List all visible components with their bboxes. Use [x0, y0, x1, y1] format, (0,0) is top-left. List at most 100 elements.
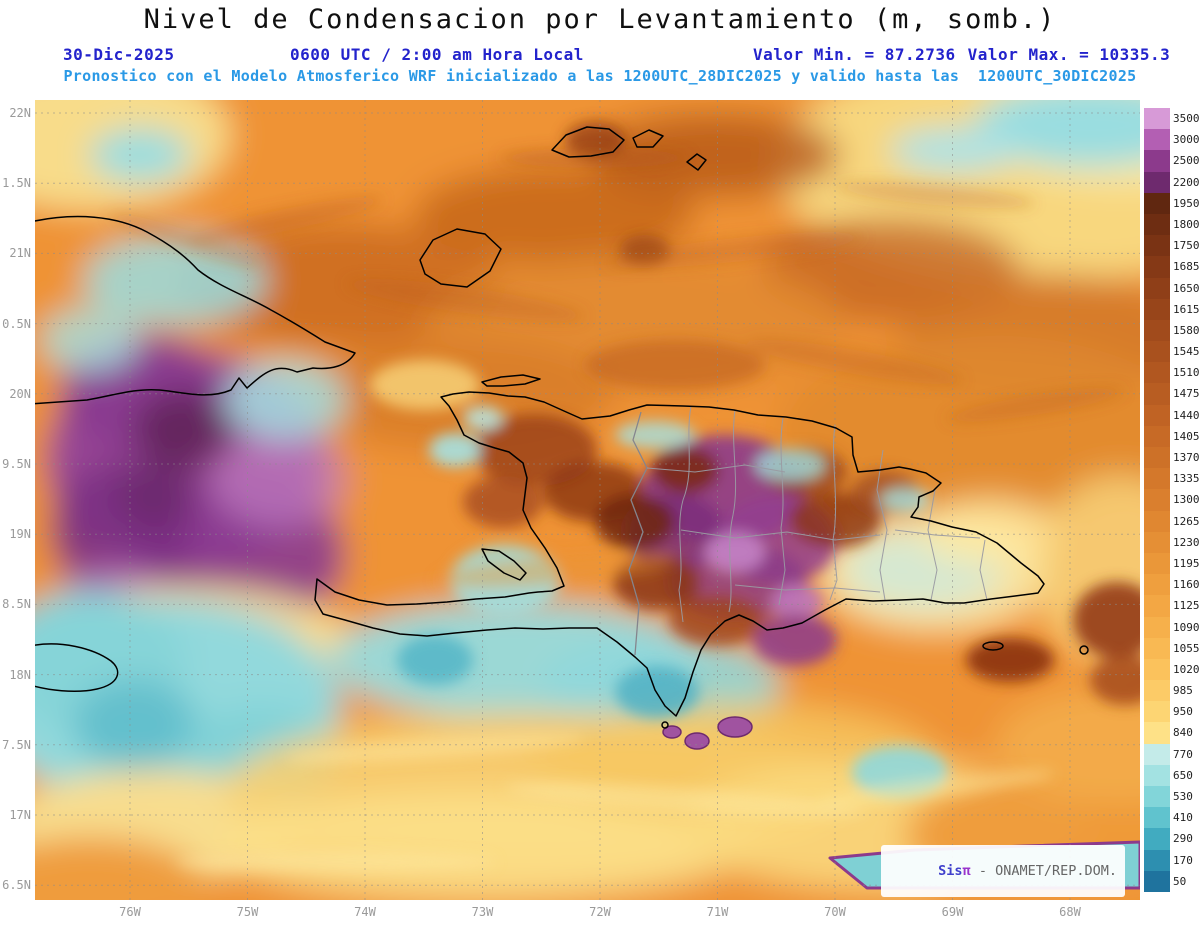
colorbar-tick-label: 1370	[1173, 451, 1200, 464]
colorbar-row: 1055	[1144, 637, 1200, 659]
colorbar-swatch	[1144, 256, 1170, 278]
purple-spot	[717, 716, 753, 738]
colorbar-tick-label: 1230	[1173, 535, 1200, 549]
cuba-coastline	[29, 215, 356, 405]
colorbar-tick-label: 1055	[1173, 641, 1200, 655]
colorbar-swatch	[1144, 637, 1170, 659]
tortuga-island	[481, 374, 541, 387]
page-title: Nivel de Condensacion por Levantamiento …	[143, 4, 1057, 35]
lon-tick-label: 75W	[236, 905, 259, 919]
map-area: Sisπ - ONAMET/REP.DOM.	[29, 100, 1140, 900]
value-max-label: Valor Max. = 10335.3	[967, 45, 1171, 64]
colorbar-tick-label: 3000	[1173, 133, 1200, 147]
colorbar-tick-label: 2500	[1173, 154, 1200, 168]
colorbar-tick-label: 650	[1173, 768, 1193, 782]
colorbar-swatch	[1144, 150, 1170, 172]
colorbar-swatch	[1144, 277, 1170, 299]
colorbar-swatch	[1144, 531, 1170, 553]
colorbar-tick-label: 530	[1173, 790, 1193, 803]
colorbar-row: 1370	[1144, 447, 1200, 469]
lat-tick-label: 19N	[9, 527, 31, 542]
valid-date: 30-Dic-2025	[63, 45, 175, 64]
colorbar-swatch	[1144, 489, 1170, 511]
colorbar-tick-label: 1615	[1173, 302, 1200, 316]
colorbar-tick-label: 1195	[1173, 556, 1200, 570]
coastlines	[29, 126, 1089, 729]
lon-tick-label: 76W	[119, 905, 141, 919]
lon-tick-label: 71W	[706, 905, 729, 919]
colorbar-swatch	[1144, 786, 1170, 808]
watermark: Sisπ - ONAMET/REP.DOM.	[881, 845, 1125, 897]
colorbar-row: 1195	[1144, 552, 1200, 575]
colorbar-row: 650	[1144, 764, 1200, 786]
watermark-brand-sis: Sis	[938, 863, 963, 879]
colorbar-swatch	[1144, 764, 1170, 786]
colorbar-tick-label: 410	[1173, 811, 1193, 825]
colorbar-row: 530	[1144, 786, 1200, 808]
lon-tick-label: 68W	[1059, 905, 1081, 919]
caicos-islands	[632, 129, 664, 148]
colorbar-row: 770	[1144, 743, 1200, 765]
colorbar-tick-label: 1750	[1173, 239, 1200, 253]
colorbar-row: 410	[1144, 807, 1200, 829]
colorbar-row: 1950	[1144, 192, 1200, 214]
turks-islands	[686, 153, 707, 171]
lat-tick-label: 21N	[9, 246, 31, 261]
header-datetime-line: 30-Dic-2025 0600 UTC / 2:00 am Hora Loca…	[0, 45, 1200, 65]
mona-island	[1079, 645, 1089, 655]
colorbar-row: 1125	[1144, 595, 1200, 617]
colorbar-row: 2200	[1144, 171, 1200, 193]
lat-tick-label: 20N	[9, 386, 31, 401]
colorbar-row: 1580	[1144, 319, 1200, 342]
colorbar-tick-label: 840	[1173, 726, 1193, 740]
colorbar-swatch	[1144, 383, 1170, 405]
colorbar-row: 3000	[1144, 129, 1200, 151]
lon-tick-label: 69W	[941, 905, 964, 919]
colorbar-swatch	[1144, 743, 1170, 765]
colorbar-tick-label: 950	[1173, 705, 1193, 719]
lon-tick-label: 72W	[589, 905, 611, 919]
beata-island	[661, 721, 669, 729]
colorbar-row: 840	[1144, 722, 1200, 744]
colorbar-swatch	[1144, 298, 1170, 320]
colorbar-tick-label: 985	[1173, 684, 1193, 698]
model-info-line: Pronostico con el Modelo Atmosferico WRF…	[63, 67, 1137, 85]
colorbar-tick-label: 770	[1173, 747, 1193, 761]
colorbar-row: 1800	[1144, 213, 1200, 236]
colorbar-row: 1615	[1144, 298, 1200, 320]
lat-tick-label: 1.5N	[2, 176, 31, 191]
lat-tick-label: 8.5N	[2, 597, 31, 612]
gonave-island	[481, 548, 527, 581]
colorbar-row: 1545	[1144, 341, 1200, 363]
colorbar-swatch	[1144, 404, 1170, 426]
colorbar-swatch	[1144, 552, 1170, 575]
colorbar-legend: 3500 3000 2500 2200 1950 1800 1750 1685 1650 1615…	[1144, 108, 1200, 892]
colorbar-tick-label: 1125	[1173, 599, 1200, 613]
great-inagua-island	[419, 228, 502, 288]
colorbar-tick-label: 1545	[1173, 345, 1200, 359]
colorbar-swatch	[1144, 616, 1170, 638]
colorbar-swatch	[1144, 870, 1170, 892]
colorbar-swatch	[1144, 468, 1170, 490]
lat-tick-label: 7.5N	[2, 737, 31, 752]
colorbar-row: 1685	[1144, 256, 1200, 278]
colorbar-row: 290	[1144, 828, 1200, 850]
colorbar-row: 985	[1144, 680, 1200, 702]
colorbar-row: 50	[1144, 870, 1200, 892]
colorbar-tick-label: 1090	[1173, 620, 1200, 634]
colorbar-swatch	[1144, 849, 1170, 871]
colorbar-tick-label: 2200	[1173, 175, 1200, 189]
colorbar-tick-label: 1265	[1173, 514, 1200, 528]
colorbar-swatch	[1144, 171, 1170, 193]
province-borders	[628, 405, 988, 656]
watermark-brand-pi-icon: π	[962, 863, 971, 879]
colorbar-swatch	[1144, 129, 1170, 151]
colorbar-tick-label: 1685	[1173, 260, 1200, 274]
colorbar-swatch	[1144, 319, 1170, 342]
colorbar-tick-label: 1510	[1173, 366, 1200, 380]
colorbar-swatch	[1144, 828, 1170, 850]
colorbar-swatch	[1144, 192, 1170, 214]
colorbar-row: 1750	[1144, 235, 1200, 257]
colorbar-swatch	[1144, 108, 1170, 130]
colorbar-row: 950	[1144, 701, 1200, 723]
